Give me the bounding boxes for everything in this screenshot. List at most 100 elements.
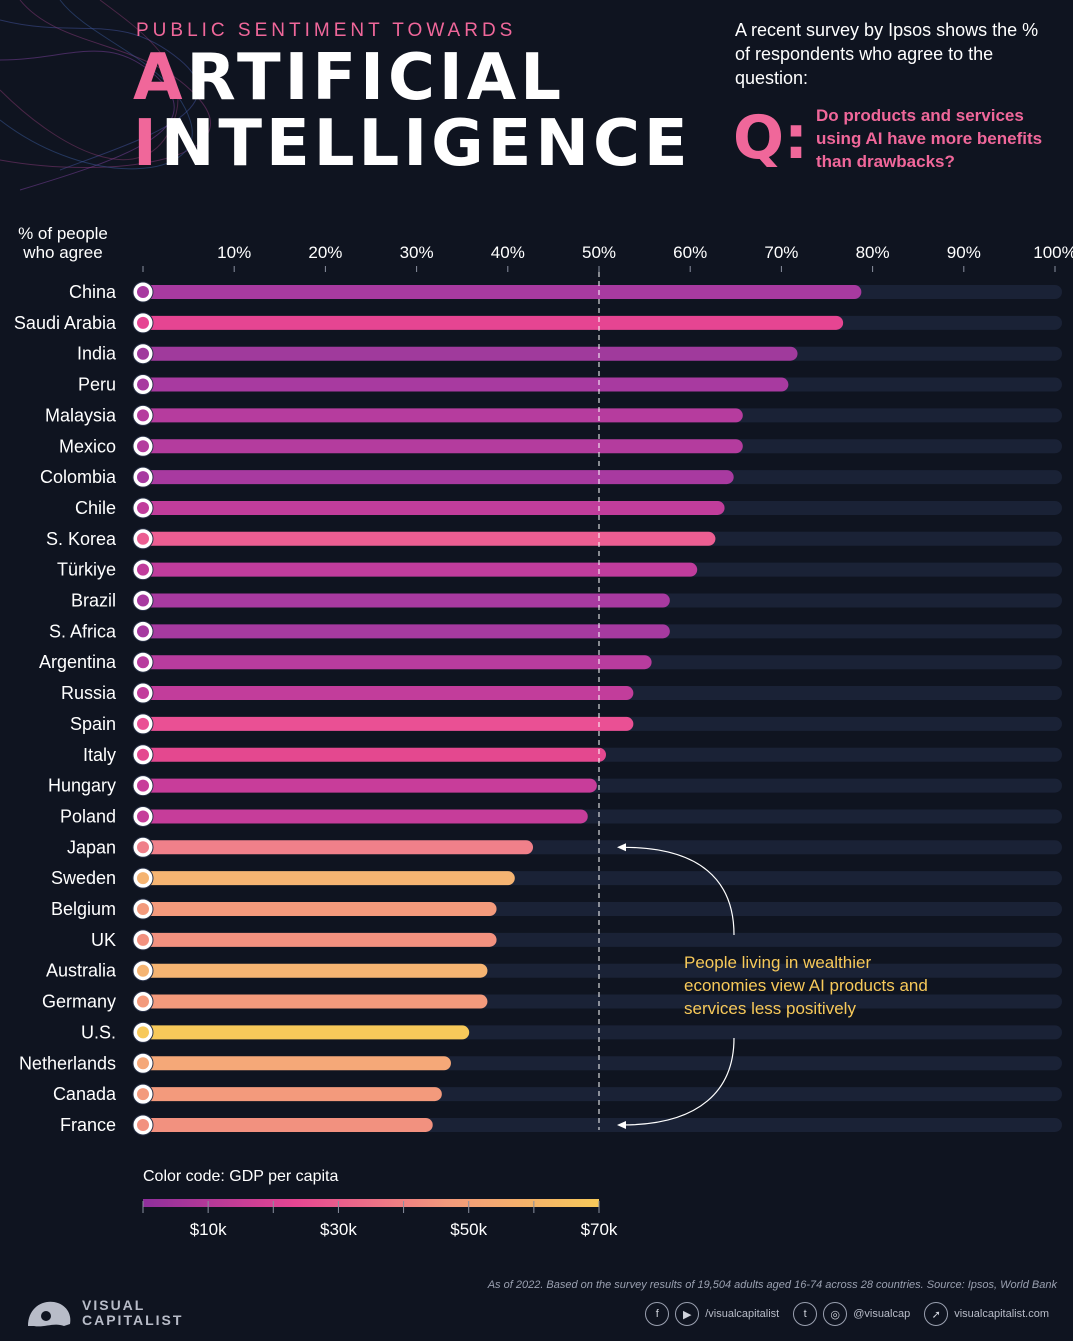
x-tick-label: 30% (400, 243, 434, 262)
flag-icon-center (137, 1118, 149, 1131)
social-handle-1[interactable]: /visualcapitalist (705, 1308, 780, 1320)
country-label: UK (91, 930, 116, 950)
instagram-icon[interactable]: ◎ (823, 1302, 848, 1326)
flag-icon-center (137, 779, 149, 792)
country-label: Poland (60, 806, 116, 826)
website-icon[interactable]: ➚ (924, 1302, 949, 1326)
bar-chart: 10% 20% 30% 40% 50% 60% 70% 80% 90% 100% China Saud… (14, 243, 1073, 1136)
legend-tick-label: $70k (581, 1220, 618, 1239)
country-label: S. Korea (46, 529, 117, 549)
flag-icon-center (137, 1088, 149, 1101)
x-tick-label: 80% (856, 243, 890, 262)
flag-icon-center (137, 594, 149, 607)
country-label: Netherlands (19, 1053, 116, 1073)
facebook-icon[interactable]: f (645, 1302, 670, 1326)
legend-title: Color code: GDP per capita (143, 1168, 339, 1185)
annotation-arrow-up (622, 846, 735, 936)
country-label: India (77, 344, 117, 364)
title-capital-i: I (133, 107, 161, 181)
x-tick-label: 40% (491, 243, 525, 262)
country-label: China (69, 282, 117, 302)
country-label: Argentina (39, 652, 117, 672)
flag-icon-center (137, 286, 149, 298)
country-label: Spain (70, 714, 116, 734)
country-label: Türkiye (57, 560, 116, 580)
youtube-icon[interactable]: ▶ (675, 1302, 700, 1326)
supertitle: PUBLIC SENTIMENT TOWARDS (136, 20, 517, 41)
flag-icon-center (137, 717, 149, 730)
arrowhead-down (617, 1120, 626, 1129)
country-label: Belgium (51, 899, 116, 919)
flag-icon-center (137, 1026, 149, 1039)
title-line-2: INTELLIGENCE (133, 112, 692, 176)
decorative-lines (0, 0, 211, 191)
title-capital-a: A (133, 41, 187, 115)
country-label: Chile (75, 498, 116, 518)
brand-line-2: CAPITALIST (82, 1312, 184, 1328)
brand-line-1: VISUAL (82, 1297, 146, 1313)
flag-icon-center (137, 347, 149, 360)
x-tick-label: 10% (217, 243, 251, 262)
source-note: As of 2022. Based on the survey results … (487, 1279, 1057, 1291)
country-label: U.S. (81, 1022, 116, 1042)
x-tick-label: 100% (1033, 243, 1073, 262)
question-label: Q: (733, 103, 808, 173)
x-tick-label: 50% (582, 243, 616, 262)
flag-icon-center (137, 532, 149, 545)
country-label: Mexico (59, 436, 116, 456)
title-rest-1: RTIFICIAL (186, 41, 566, 115)
x-tick-label: 90% (947, 243, 981, 262)
flag-icon-center (137, 748, 149, 761)
website-link[interactable]: visualcapitalist.com (954, 1308, 1049, 1320)
legend-tick-label: $50k (450, 1220, 487, 1239)
country-label: Germany (42, 992, 116, 1012)
flag-icon-center (137, 995, 149, 1008)
flag-icon-center (137, 316, 149, 329)
brand-mark-icon (28, 1301, 71, 1327)
x-tick-label: 60% (673, 243, 707, 262)
country-label: France (60, 1115, 116, 1135)
flag-icon-center (137, 501, 149, 514)
x-tick-label: 20% (308, 243, 342, 262)
legend-gradient-bar (143, 1199, 599, 1207)
brand-logo: VISUAL CAPITALIST (24, 1296, 183, 1330)
country-label: Russia (61, 683, 117, 703)
country-label: Colombia (40, 467, 117, 487)
x-tick-label: 70% (764, 243, 798, 262)
flag-icon-center (137, 1057, 149, 1070)
country-label: Australia (46, 961, 117, 981)
arrowhead-up (617, 843, 626, 852)
legend-tick-label: $30k (320, 1220, 357, 1239)
social-links: f ▶ /visualcapitalist t ◎ @visualcap ➚ v… (645, 1302, 1057, 1326)
axis-title: % of people who agree (18, 224, 108, 262)
flag-icon-center (137, 656, 149, 669)
country-label: Saudi Arabia (14, 313, 117, 333)
country-label: Sweden (51, 868, 116, 888)
flag-icon-center (137, 409, 149, 422)
flag-icon-center (137, 810, 149, 823)
twitter-icon[interactable]: t (793, 1302, 818, 1326)
color-legend: $10k $30k $50k $70k (142, 1199, 618, 1239)
flag-icon-center (137, 903, 149, 915)
flag-icon-center (137, 440, 149, 453)
country-label: Canada (53, 1084, 117, 1104)
intro-text: A recent survey by Ipsos shows the % of … (735, 20, 1039, 88)
flag-icon-center (137, 964, 149, 977)
flag-icon-center (137, 625, 149, 638)
flag-icon-center (137, 687, 149, 700)
title-line-1: ARTIFICIAL (133, 46, 565, 110)
country-label: Brazil (71, 591, 116, 611)
flag-icon-center (137, 563, 149, 576)
annotation-text: People living in wealthier economies vie… (684, 953, 928, 1018)
social-handle-2[interactable]: @visualcap (853, 1308, 911, 1320)
country-label: Peru (78, 375, 116, 395)
flag-icon-center (137, 872, 149, 885)
flag-icon-center (137, 933, 149, 946)
title-rest-2: NTELLIGENCE (160, 107, 692, 181)
annotation-arrow-down (622, 1037, 735, 1126)
country-label: Japan (67, 837, 116, 857)
country-label: Malaysia (45, 405, 117, 425)
country-label: S. Africa (49, 621, 117, 641)
legend-tick-label: $10k (190, 1220, 227, 1239)
country-label: Hungary (48, 776, 116, 796)
